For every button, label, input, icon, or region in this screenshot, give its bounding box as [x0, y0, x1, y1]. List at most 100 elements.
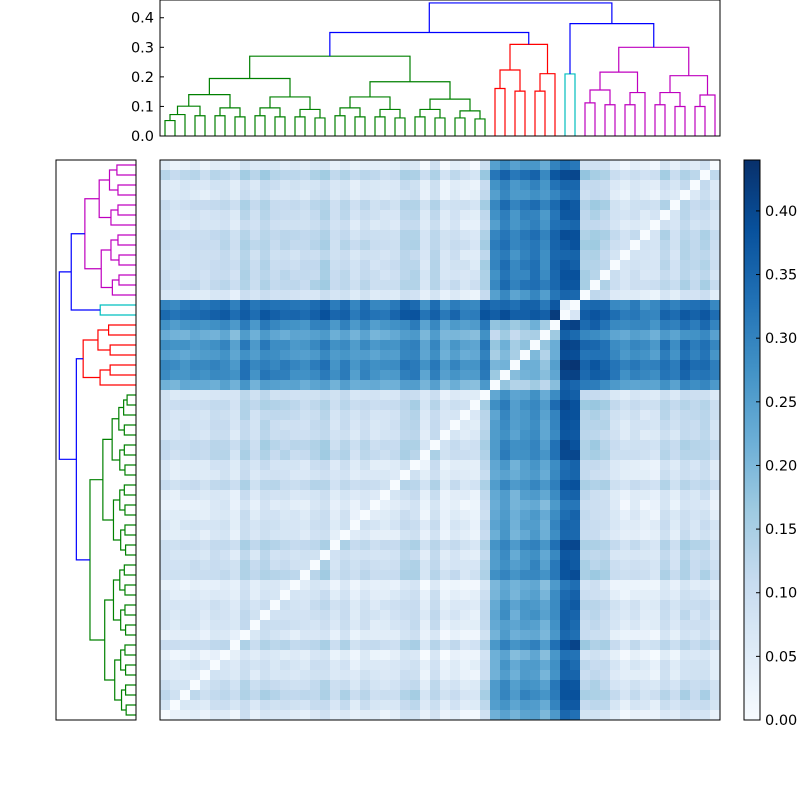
- heatmap-cell: [200, 260, 211, 271]
- heatmap-cell: [210, 320, 221, 331]
- heatmap-cell: [680, 490, 691, 501]
- heatmap-cell: [540, 600, 551, 611]
- heatmap-cell: [540, 170, 551, 181]
- heatmap-cell: [330, 210, 341, 221]
- heatmap-cell: [630, 690, 641, 701]
- heatmap-cell: [700, 690, 711, 701]
- heatmap-cell: [550, 660, 561, 671]
- heatmap-cell: [190, 540, 201, 551]
- heatmap-cell: [520, 170, 531, 181]
- heatmap-cell: [640, 590, 651, 601]
- heatmap-cell: [190, 300, 201, 311]
- heatmap-cell: [270, 460, 281, 471]
- heatmap-cell: [220, 390, 231, 401]
- heatmap-cell: [380, 270, 391, 281]
- heatmap-cell: [640, 230, 651, 241]
- heatmap-cell: [230, 460, 241, 471]
- heatmap-cell: [550, 650, 561, 661]
- heatmap-cell: [430, 710, 441, 721]
- heatmap-cell: [640, 180, 651, 191]
- heatmap-cell: [410, 280, 421, 291]
- heatmap-cell: [600, 590, 611, 601]
- heatmap-cell: [690, 630, 701, 641]
- heatmap-cell: [530, 550, 541, 561]
- heatmap-cell: [490, 530, 501, 541]
- heatmap-cell: [370, 540, 381, 551]
- dendrogram-link: [674, 105, 686, 136]
- heatmap-cell: [680, 220, 691, 231]
- heatmap-cell: [490, 420, 501, 431]
- heatmap-cell: [160, 620, 171, 631]
- heatmap-cell: [260, 610, 271, 621]
- heatmap-cell: [330, 600, 341, 611]
- heatmap-cell: [390, 310, 401, 321]
- heatmap-cell: [670, 300, 681, 311]
- heatmap-cell: [180, 440, 191, 451]
- heatmap-cell: [480, 460, 491, 471]
- heatmap-cell: [260, 170, 271, 181]
- heatmap-cell: [220, 550, 231, 561]
- heatmap-cell: [600, 500, 611, 511]
- heatmap-cell: [490, 190, 501, 201]
- dendrogram-link: [118, 406, 125, 431]
- heatmap-cell: [200, 670, 211, 681]
- heatmap-cell: [450, 270, 461, 281]
- heatmap-cell: [390, 380, 401, 391]
- dendrogram-link: [269, 96, 311, 110]
- heatmap-cell: [400, 270, 411, 281]
- heatmap-cell: [300, 710, 311, 721]
- heatmap-cell: [360, 240, 371, 251]
- heatmap-cell: [280, 530, 291, 541]
- heatmap-cell: [520, 360, 531, 371]
- heatmap-cell: [470, 340, 481, 351]
- heatmap-cell: [530, 630, 541, 641]
- heatmap-cell: [260, 500, 271, 511]
- heatmap-cell: [210, 400, 221, 411]
- heatmap-cell: [430, 670, 441, 681]
- heatmap-cell: [470, 220, 481, 231]
- heatmap-cell: [600, 420, 611, 431]
- heatmap-cell: [710, 590, 721, 601]
- heatmap-cell: [390, 420, 401, 431]
- heatmap-cell: [550, 340, 561, 351]
- heatmap-cell: [340, 390, 351, 401]
- heatmap-cell: [320, 160, 331, 171]
- heatmap-cell: [420, 470, 431, 481]
- heatmap-cell: [640, 460, 651, 471]
- heatmap-cell: [270, 600, 281, 611]
- heatmap-cell: [200, 690, 211, 701]
- heatmap-cell: [690, 570, 701, 581]
- heatmap-cell: [180, 430, 191, 441]
- heatmap-cell: [650, 500, 661, 511]
- heatmap-cell: [500, 650, 511, 661]
- heatmap-cell: [180, 490, 191, 501]
- heatmap-cell: [680, 410, 691, 421]
- heatmap-cell: [600, 220, 611, 231]
- heatmap-cell: [580, 700, 591, 711]
- dendrogram-link: [194, 115, 206, 136]
- heatmap-cell: [280, 290, 291, 301]
- dendrogram-link: [654, 104, 666, 136]
- heatmap-cell: [520, 520, 531, 531]
- heatmap-cell: [260, 270, 271, 281]
- heatmap-cell: [190, 220, 201, 231]
- heatmap-cell: [660, 600, 671, 611]
- heatmap-cell: [160, 650, 171, 661]
- heatmap-cell: [280, 320, 291, 331]
- heatmap-cell: [320, 530, 331, 541]
- heatmap-cell: [530, 250, 541, 261]
- heatmap-cell: [170, 250, 181, 261]
- heatmap-cell: [320, 280, 331, 291]
- heatmap-cell: [630, 500, 641, 511]
- heatmap-cell: [230, 220, 241, 231]
- heatmap-cell: [270, 570, 281, 581]
- heatmap-cell: [300, 160, 311, 171]
- heatmap-cell: [300, 430, 311, 441]
- heatmap-cell: [190, 410, 201, 421]
- heatmap-cell: [690, 650, 701, 661]
- heatmap-cell: [300, 470, 311, 481]
- heatmap-cell: [370, 350, 381, 361]
- heatmap-cell: [540, 180, 551, 191]
- heatmap-cell: [430, 430, 441, 441]
- heatmap-cell: [450, 230, 461, 241]
